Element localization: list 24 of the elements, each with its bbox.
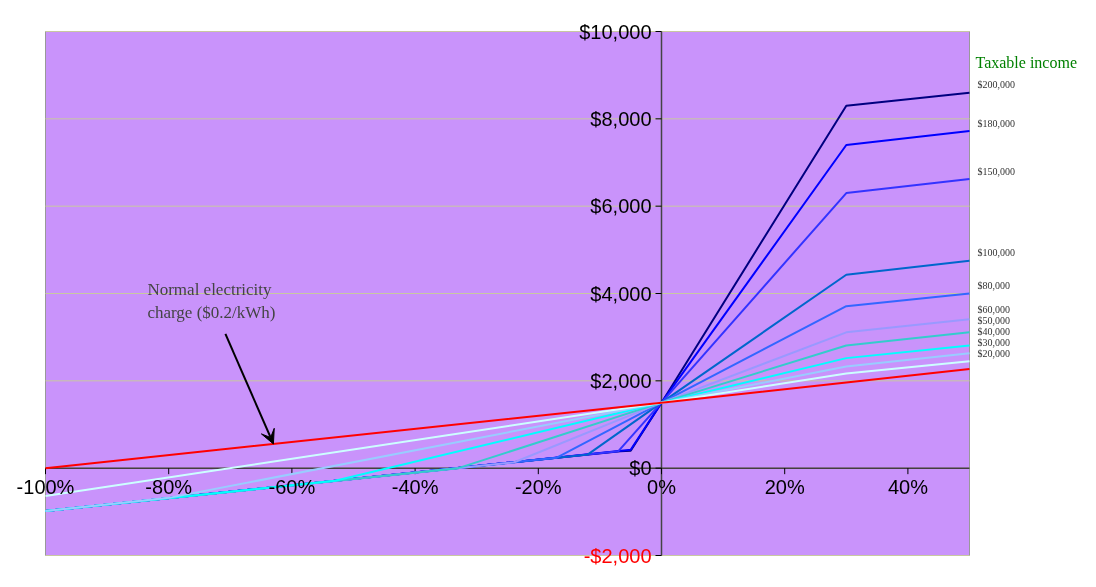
x-tick-label: -100% (16, 476, 75, 499)
series-label: $180,000 (977, 117, 1015, 129)
y-tick-label: $8,000 (590, 107, 652, 130)
x-tick-label: -80% (145, 476, 193, 499)
x-tick-label: 40% (887, 476, 929, 499)
y-tick-label: $6,000 (590, 195, 652, 218)
series-label: $60,000 (977, 303, 1010, 315)
x-tick-label: -40% (391, 476, 439, 499)
y-tick-label: $10,000 (579, 20, 652, 43)
series-label: $80,000 (977, 280, 1010, 291)
series-label: $20,000 (977, 347, 1010, 359)
x-tick-label: -20% (514, 476, 562, 499)
y-tick-label: $4,000 (590, 282, 652, 305)
y-tick-label: $2,000 (590, 369, 652, 392)
series-label: $50,000 (977, 314, 1010, 326)
series-label: $100,000 (977, 247, 1015, 259)
y-tick-label: -$2,000 (583, 544, 652, 567)
legend-title: Taxable income (975, 54, 1077, 72)
x-tick-label: 20% (764, 476, 805, 499)
series-label: $200,000 (977, 79, 1015, 91)
annotation: Normal electricity charge ($0.2/kWh) (147, 280, 276, 322)
series-label: $40,000 (977, 325, 1010, 337)
series-label: $30,000 (977, 336, 1010, 348)
series-label: $150,000 (977, 165, 1015, 177)
